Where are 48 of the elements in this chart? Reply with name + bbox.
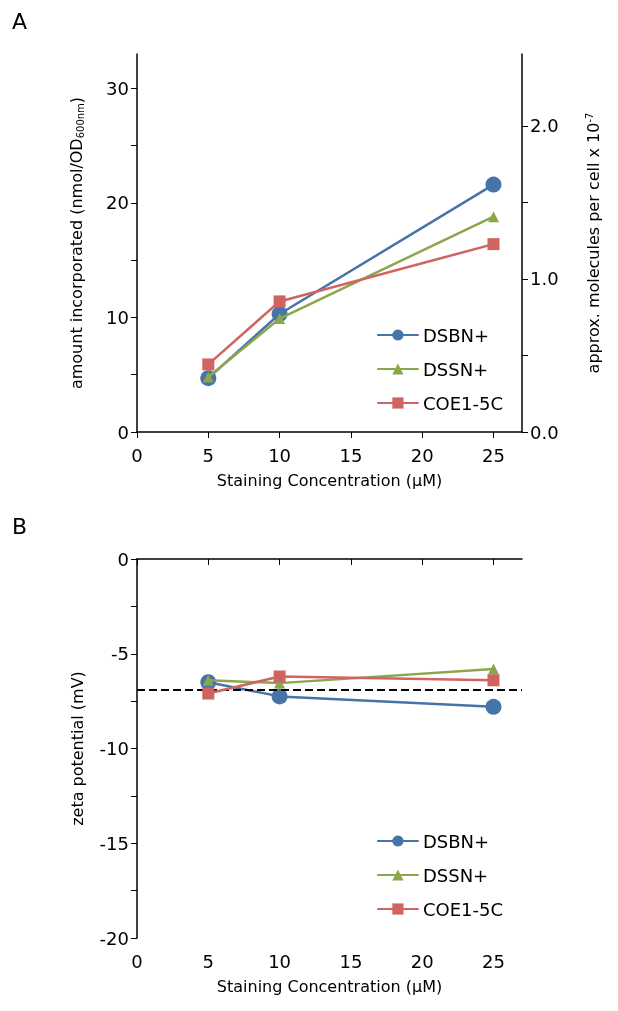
point xyxy=(487,211,499,223)
point xyxy=(273,295,286,308)
y-tick-label: -10 xyxy=(99,738,129,759)
x-axis-title: Staining Concentration (μM) xyxy=(216,976,443,996)
y-tick-label: 0 xyxy=(117,421,129,443)
y2-tick-label: 2.0 xyxy=(530,115,559,137)
x-tick-label: 0 xyxy=(131,950,143,972)
y2-tick-label: 0.0 xyxy=(530,421,559,443)
point xyxy=(487,674,500,687)
point xyxy=(485,698,502,715)
x-tick-label: 15 xyxy=(339,444,363,466)
y-tick-label: 0 xyxy=(117,548,129,570)
point xyxy=(487,663,499,675)
point xyxy=(487,238,500,251)
x-tick-label: 5 xyxy=(202,950,215,972)
y-tick-label: -5 xyxy=(111,643,129,665)
point xyxy=(202,358,215,371)
x-tick-label: 10 xyxy=(268,950,292,972)
y-tick-label: 10 xyxy=(106,306,129,328)
text: B xyxy=(12,513,28,539)
point xyxy=(273,670,286,683)
point xyxy=(271,688,288,705)
legend-label: DSBN+ xyxy=(422,830,490,852)
legend-label: DSSN+ xyxy=(422,864,489,886)
x-tick-label: 25 xyxy=(482,444,505,466)
x-tick-label: 15 xyxy=(339,950,363,972)
text: A xyxy=(12,8,28,34)
x-tick-label: 20 xyxy=(410,950,434,972)
x-tick-label: 20 xyxy=(410,444,434,466)
y-tick-label: 30 xyxy=(106,77,129,99)
x-tick-label: 10 xyxy=(268,444,292,466)
y-axis-title: amount incorporated (nmol/OD600nm) xyxy=(66,96,86,390)
legend-label: COE1-5C xyxy=(422,392,503,414)
y-tick-label: -20 xyxy=(99,927,129,949)
legend-label: DSBN+ xyxy=(422,324,490,346)
point xyxy=(202,687,215,700)
y-tick-label: -15 xyxy=(99,832,129,854)
y2-tick-label: 1.0 xyxy=(530,268,559,290)
x-axis-title: Staining Concentration (μM) xyxy=(216,470,443,490)
legend-label: DSSN+ xyxy=(422,358,489,380)
x-tick-label: 0 xyxy=(131,444,143,466)
y-axis-title: zeta potential (mV) xyxy=(67,671,87,826)
y2-axis-title: approx. molecules per cell x 10-7 xyxy=(583,112,603,374)
y-tick-label: 20 xyxy=(106,192,129,214)
point xyxy=(485,176,502,193)
x-tick-label: 25 xyxy=(482,950,505,972)
legend-label: COE1-5C xyxy=(422,898,503,920)
x-tick-label: 5 xyxy=(202,444,215,466)
